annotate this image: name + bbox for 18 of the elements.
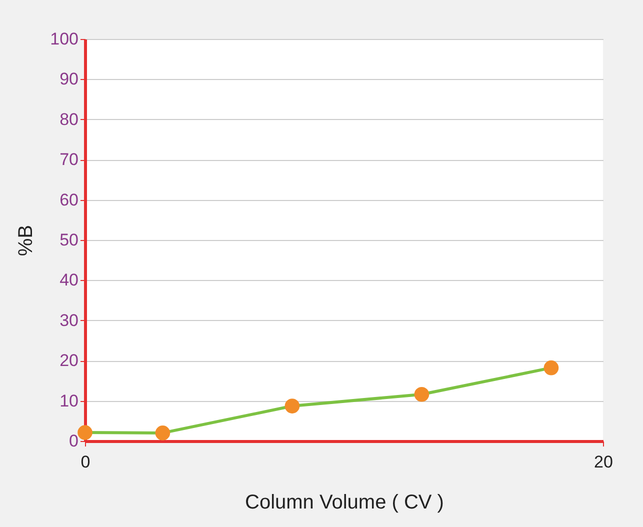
y-tick-label: 90 <box>60 70 78 89</box>
y-tick-label: 50 <box>60 230 78 250</box>
point <box>544 360 559 376</box>
y-tick-label: 40 <box>60 270 78 290</box>
y-tick-label: 60 <box>60 190 78 210</box>
point <box>78 425 92 440</box>
y-axis-title: %B <box>15 224 38 256</box>
y-tick-label: 70 <box>60 150 78 170</box>
y-tick-label: 20 <box>60 351 78 370</box>
y-tick-label: 30 <box>60 310 78 330</box>
x-axis-title: Column Volume ( CV ) <box>245 492 444 514</box>
y-tick-label: 0 <box>69 432 78 450</box>
point <box>155 426 170 440</box>
y-tick-label: 80 <box>60 110 78 129</box>
y-tick-label: 10 <box>60 391 78 410</box>
point <box>284 398 300 414</box>
y-tick-label: 100 <box>50 30 78 48</box>
point <box>414 386 430 402</box>
